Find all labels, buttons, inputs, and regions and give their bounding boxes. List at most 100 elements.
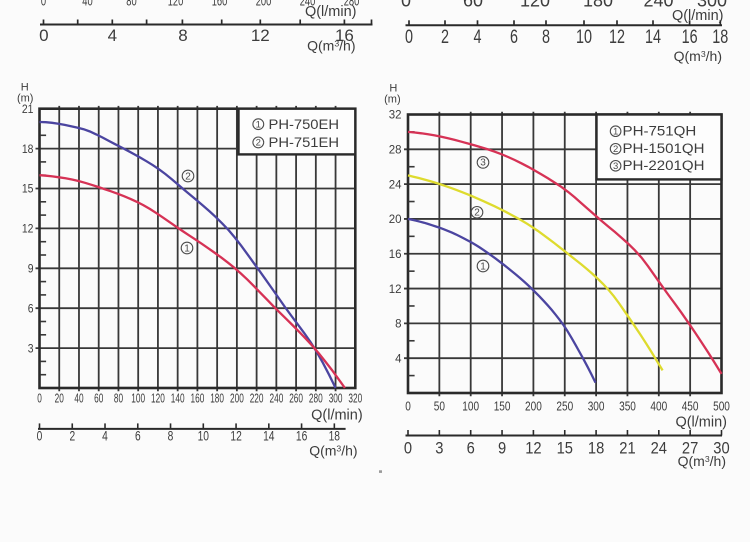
svg-text:0: 0 bbox=[404, 439, 412, 458]
svg-text:2: 2 bbox=[474, 208, 480, 219]
svg-text:120: 120 bbox=[168, 0, 184, 9]
svg-text:12: 12 bbox=[525, 439, 541, 458]
svg-text:18: 18 bbox=[329, 428, 341, 444]
svg-text:0: 0 bbox=[401, 0, 411, 11]
svg-text:14: 14 bbox=[645, 27, 661, 48]
svg-text:18: 18 bbox=[22, 142, 34, 156]
svg-text:9: 9 bbox=[498, 439, 506, 458]
svg-text:4: 4 bbox=[102, 428, 108, 444]
svg-text:300: 300 bbox=[588, 399, 605, 414]
svg-text:200: 200 bbox=[230, 391, 244, 406]
svg-text:Q(m3/h): Q(m3/h) bbox=[307, 38, 355, 54]
svg-text:27: 27 bbox=[682, 439, 698, 458]
svg-text:8: 8 bbox=[168, 428, 174, 444]
svg-text:240: 240 bbox=[270, 391, 284, 406]
svg-text:10: 10 bbox=[576, 27, 592, 48]
svg-text:500: 500 bbox=[713, 399, 730, 414]
svg-text:18: 18 bbox=[712, 27, 728, 48]
svg-text:240: 240 bbox=[300, 0, 316, 9]
svg-text:24: 24 bbox=[389, 179, 402, 191]
svg-text:Q(l/min): Q(l/min) bbox=[672, 8, 724, 24]
svg-text:6: 6 bbox=[467, 439, 475, 458]
svg-text:6: 6 bbox=[510, 27, 518, 48]
svg-text:4: 4 bbox=[108, 26, 117, 45]
svg-text:30: 30 bbox=[713, 439, 729, 458]
svg-text:1: 1 bbox=[256, 120, 261, 131]
svg-text:300: 300 bbox=[329, 391, 343, 406]
svg-text:140: 140 bbox=[171, 391, 185, 406]
svg-text:220: 220 bbox=[250, 391, 264, 406]
svg-text:24: 24 bbox=[651, 439, 667, 458]
svg-text:20: 20 bbox=[389, 214, 402, 226]
svg-text:80: 80 bbox=[114, 391, 123, 406]
svg-text:16: 16 bbox=[296, 428, 308, 444]
svg-text:8: 8 bbox=[178, 26, 187, 45]
svg-text:300: 300 bbox=[697, 0, 727, 11]
svg-text:40: 40 bbox=[82, 0, 93, 9]
svg-text:320: 320 bbox=[348, 391, 362, 406]
svg-text:Q(m3/h): Q(m3/h) bbox=[678, 453, 726, 469]
svg-text:16: 16 bbox=[335, 26, 354, 45]
svg-text:21: 21 bbox=[22, 102, 34, 116]
svg-text:1: 1 bbox=[480, 261, 486, 272]
svg-text:Q(m3/h): Q(m3/h) bbox=[674, 48, 722, 64]
svg-text:20: 20 bbox=[55, 391, 64, 406]
svg-text:1: 1 bbox=[613, 127, 618, 138]
svg-text:PH-751QH: PH-751QH bbox=[623, 124, 697, 139]
svg-text:28: 28 bbox=[389, 145, 402, 157]
svg-text:0: 0 bbox=[37, 391, 42, 406]
svg-text:40: 40 bbox=[74, 391, 83, 406]
svg-text:150: 150 bbox=[494, 399, 511, 414]
svg-text:100: 100 bbox=[462, 399, 479, 414]
svg-text:350: 350 bbox=[619, 399, 636, 414]
svg-text:200: 200 bbox=[256, 0, 272, 9]
svg-text:4: 4 bbox=[395, 353, 402, 365]
svg-text:14: 14 bbox=[263, 428, 275, 444]
svg-text:1: 1 bbox=[184, 243, 190, 254]
svg-text:3: 3 bbox=[435, 439, 443, 458]
svg-text:120: 120 bbox=[520, 0, 550, 11]
svg-text:12: 12 bbox=[609, 27, 625, 48]
svg-text:60: 60 bbox=[463, 0, 483, 11]
svg-text:21: 21 bbox=[619, 439, 635, 458]
svg-text:12: 12 bbox=[389, 284, 402, 296]
svg-text:0: 0 bbox=[39, 26, 48, 45]
svg-text:4: 4 bbox=[474, 27, 482, 48]
svg-text:PH-1501QH: PH-1501QH bbox=[623, 141, 705, 156]
svg-text:(m): (m) bbox=[17, 93, 34, 105]
svg-text:6: 6 bbox=[28, 301, 34, 315]
svg-text:Q(l/min): Q(l/min) bbox=[305, 4, 357, 20]
svg-text:9: 9 bbox=[28, 262, 34, 276]
svg-text:H: H bbox=[389, 83, 397, 95]
svg-text:160: 160 bbox=[191, 391, 205, 406]
svg-text:PH-2201QH: PH-2201QH bbox=[623, 158, 705, 173]
svg-text:280: 280 bbox=[344, 0, 360, 9]
svg-text:PH-751EH: PH-751EH bbox=[269, 135, 340, 150]
svg-text:3: 3 bbox=[28, 341, 34, 355]
svg-text:200: 200 bbox=[525, 399, 542, 414]
svg-text:15: 15 bbox=[22, 182, 34, 196]
svg-text:0: 0 bbox=[405, 399, 411, 414]
svg-text:80: 80 bbox=[126, 0, 137, 9]
svg-text:0: 0 bbox=[37, 428, 43, 444]
svg-text:PH-750EH: PH-750EH bbox=[269, 117, 340, 132]
svg-text:2: 2 bbox=[256, 138, 261, 149]
svg-text:100: 100 bbox=[131, 391, 145, 406]
svg-text:(m): (m) bbox=[384, 94, 401, 106]
svg-text:450: 450 bbox=[682, 399, 699, 414]
svg-text:16: 16 bbox=[389, 249, 402, 261]
svg-text:2: 2 bbox=[613, 144, 618, 155]
svg-text:240: 240 bbox=[643, 0, 673, 11]
svg-text:180: 180 bbox=[583, 0, 613, 11]
svg-text:2: 2 bbox=[69, 428, 75, 444]
svg-text:260: 260 bbox=[289, 391, 303, 406]
svg-text:6: 6 bbox=[135, 428, 141, 444]
svg-text:400: 400 bbox=[650, 399, 667, 414]
svg-text:12: 12 bbox=[251, 26, 270, 45]
svg-text:160: 160 bbox=[212, 0, 228, 9]
svg-text:Q(l/min): Q(l/min) bbox=[311, 408, 363, 424]
svg-text:16: 16 bbox=[682, 27, 698, 48]
svg-text:8: 8 bbox=[395, 319, 401, 331]
svg-text:250: 250 bbox=[556, 399, 573, 414]
svg-text:12: 12 bbox=[22, 222, 34, 236]
